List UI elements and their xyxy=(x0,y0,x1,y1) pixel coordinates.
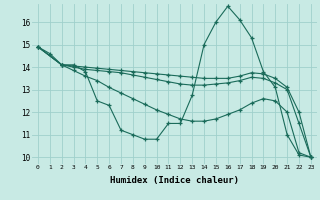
X-axis label: Humidex (Indice chaleur): Humidex (Indice chaleur) xyxy=(110,176,239,185)
